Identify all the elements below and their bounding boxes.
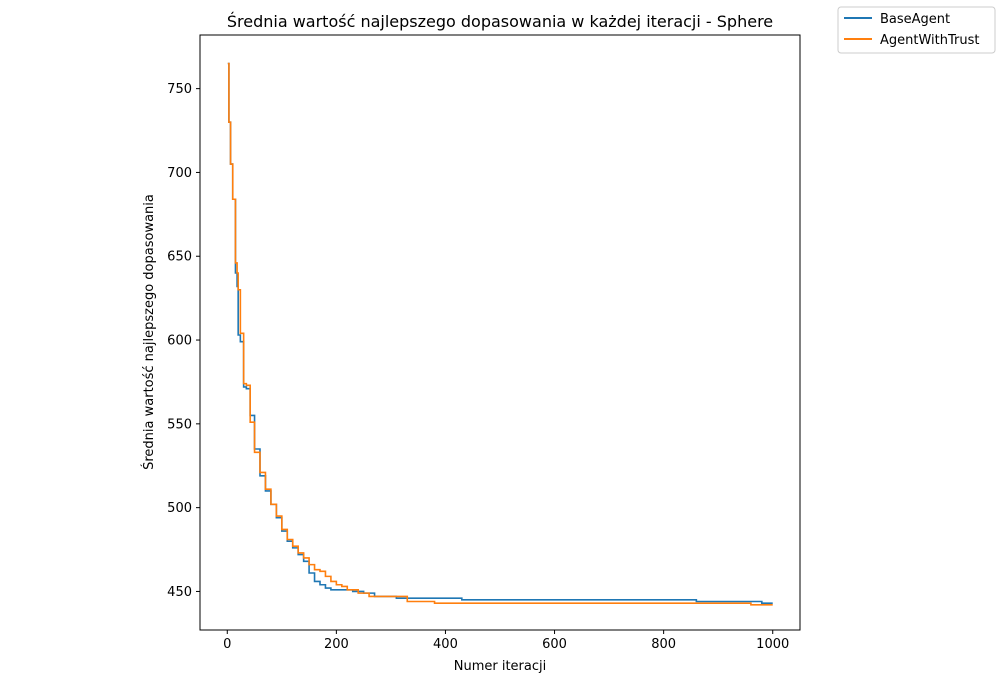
plot-area: [227, 62, 773, 606]
chart-title: Średnia wartość najlepszego dopasowania …: [227, 12, 773, 31]
legend-label-agentwithtrust: AgentWithTrust: [880, 33, 979, 48]
legend-label-baseagent: BaseAgent: [880, 12, 950, 27]
x-tick-label: 800: [651, 637, 676, 652]
y-tick-label: 700: [167, 166, 192, 181]
y-tick-label: 750: [167, 82, 192, 97]
y-tick-label: 550: [167, 417, 192, 432]
x-axis-label: Numer iteracji: [454, 659, 547, 674]
y-tick-label: 500: [167, 501, 192, 516]
x-tick-label: 400: [433, 637, 458, 652]
y-tick-label: 600: [167, 334, 192, 349]
y-tick-label: 650: [167, 250, 192, 265]
x-tick-label: 1000: [756, 637, 789, 652]
x-tick-label: 600: [542, 637, 567, 652]
legend: BaseAgent AgentWithTrust: [837, 6, 996, 54]
plot-frame: [199, 34, 801, 631]
x-tick-label: 0: [223, 637, 231, 652]
y-axis-label: Średnia wartość najlepszego dopasowania: [141, 194, 157, 470]
x-axis: 0 200 400 600 800 1000: [223, 630, 789, 652]
series-line-baseagent: [227, 62, 773, 604]
legend-box: [837, 6, 996, 54]
series-line-agentwithtrust: [227, 62, 773, 606]
y-tick-label: 450: [167, 585, 192, 600]
x-tick-label: 200: [324, 637, 349, 652]
y-axis: 450 500 550 600 650 700 750: [167, 82, 200, 600]
